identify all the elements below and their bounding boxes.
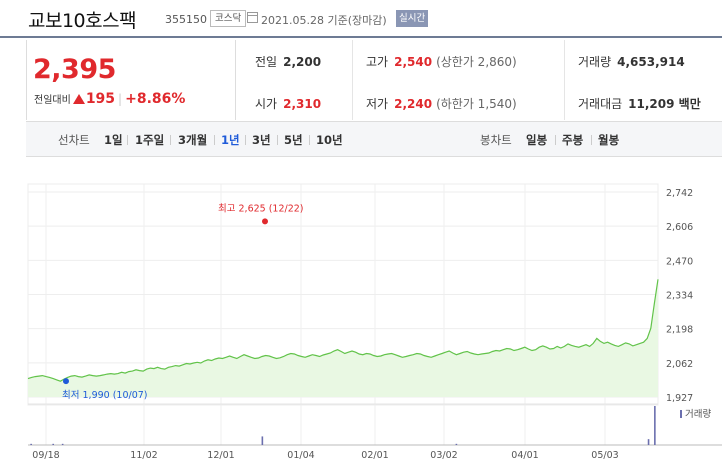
- price-change: 전일대비 195 | +8.86%: [34, 91, 185, 107]
- tab-weekly[interactable]: 주봉: [562, 133, 584, 147]
- high-label: 최고 2,625 (12/22): [218, 203, 304, 214]
- tab-5y[interactable]: 5년: [284, 133, 303, 147]
- diff-label: 전일대비: [34, 95, 71, 106]
- y-tick-label: 2,742: [666, 188, 693, 199]
- diff-value: 195: [85, 91, 116, 107]
- x-tick-label: 03/02: [430, 450, 457, 461]
- current-price: 2,395: [33, 54, 116, 85]
- price-line: [27, 279, 659, 382]
- divider: |: [118, 92, 123, 106]
- stock-code: 355150: [165, 13, 207, 26]
- stat-volume: 거래량 4,653,914: [578, 53, 685, 70]
- x-tick-label: 02/01: [361, 450, 388, 461]
- realtime-button[interactable]: 실시간: [396, 10, 429, 27]
- tab-daily[interactable]: 일봉: [526, 133, 548, 147]
- stat-value: 2,240: [394, 97, 433, 111]
- calendar-icon: [247, 12, 258, 23]
- stat-sub: (하한가 1,540): [436, 97, 517, 111]
- base-date: 2021.05.28 기준(장마감): [261, 14, 387, 27]
- stat-sub: (상한가 2,860): [436, 55, 517, 69]
- tab-1d[interactable]: 1일: [104, 133, 123, 147]
- divider: [591, 135, 592, 145]
- tab-1w[interactable]: 1주일: [135, 133, 165, 147]
- stat-value: 4,653,914: [617, 55, 685, 69]
- volume-legend-swatch: [680, 410, 682, 418]
- chart-tabs: 선차트 1일 1주일 3개월 1년 3년 5년 10년 봉차트 일봉 주봉 월봉: [26, 121, 722, 157]
- divider: [564, 40, 565, 120]
- volume-legend-label: 거래량: [685, 408, 711, 420]
- stat-prev-close: 전일 2,200: [255, 53, 321, 70]
- divider: [277, 135, 278, 145]
- stat-label: 전일: [255, 55, 278, 69]
- stat-label: 거래량: [578, 55, 612, 69]
- tab-3y[interactable]: 3년: [252, 133, 271, 147]
- x-tick-label: 11/02: [130, 450, 157, 461]
- stock-name: 교보10호스팩: [28, 10, 137, 32]
- divider: [127, 135, 128, 145]
- tab-monthly[interactable]: 월봉: [598, 133, 620, 147]
- price-box: 2,395 전일대비 195 | +8.86%: [26, 40, 235, 120]
- stats-panel: 전일 2,200 고가 2,540 (상한가 2,860) 거래량 4,653,914 …: [235, 40, 722, 120]
- y-tick-label: 2,334: [666, 291, 693, 302]
- x-tick-label: 04/01: [511, 450, 538, 461]
- stat-value: 2,310: [283, 97, 322, 111]
- volume-bar: [455, 443, 458, 445]
- tab-3m[interactable]: 3개월: [178, 133, 208, 147]
- volume-bar: [52, 443, 54, 445]
- price-chart[interactable]: 2,742 2,606 2,470 2,334 2,198 2,062 1,927 09/18…: [0, 158, 722, 474]
- stock-header: 교보10호스팩 355150 코스닥 2021.05.28 기준(장마감) 실시…: [0, 0, 722, 38]
- y-tick-label: 2,470: [666, 256, 693, 267]
- high-marker: [262, 218, 268, 225]
- y-tick-label: 2,062: [666, 359, 693, 370]
- stat-value: 11,209 백만: [628, 97, 701, 111]
- x-tick-label: 05/03: [591, 450, 618, 461]
- volume-bar: [647, 439, 650, 445]
- divider: [352, 40, 353, 120]
- volume-bar: [261, 436, 264, 445]
- stat-high: 고가 2,540 (상한가 2,860): [366, 53, 517, 70]
- y-tick-label: 2,198: [666, 325, 693, 336]
- volume-bar: [30, 443, 32, 445]
- divider: [309, 135, 310, 145]
- stat-label: 고가: [366, 55, 389, 69]
- stat-value: 2,540: [394, 55, 433, 69]
- divider: [555, 135, 556, 145]
- volume-bar: [61, 443, 64, 445]
- divider: [170, 135, 171, 145]
- line-chart-label: 선차트: [58, 133, 90, 147]
- x-tick-label: 09/18: [32, 450, 59, 461]
- change-rate: +8.86%: [125, 91, 186, 107]
- stat-value: 2,200: [283, 55, 322, 69]
- tab-1y[interactable]: 1년: [221, 133, 240, 147]
- low-marker: [63, 378, 69, 385]
- divider: [214, 135, 215, 145]
- stat-amount: 거래대금 11,209 백만: [578, 95, 701, 112]
- stat-low: 저가 2,240 (하한가 1,540): [366, 95, 517, 112]
- x-tick-label: 01/04: [287, 450, 314, 461]
- y-tick-label: 1,927: [666, 393, 693, 404]
- chart-svg: 2,742 2,606 2,470 2,334 2,198 2,062 1,927 09/18…: [27, 183, 722, 461]
- stat-label: 저가: [366, 97, 389, 111]
- candle-chart-label: 봉차트: [480, 133, 512, 147]
- tab-10y[interactable]: 10년: [316, 133, 343, 147]
- market-badge: 코스닥: [210, 10, 247, 27]
- up-triangle-icon: [72, 94, 85, 104]
- stat-label: 거래대금: [578, 97, 623, 111]
- y-tick-label: 2,606: [666, 222, 693, 233]
- price-area: [28, 279, 658, 397]
- stat-open: 시가 2,310: [255, 95, 321, 112]
- stat-label: 시가: [255, 97, 278, 111]
- x-tick-label: 12/01: [207, 450, 234, 461]
- divider: [245, 135, 246, 145]
- low-label: 최저 1,990 (10/07): [62, 390, 148, 401]
- volume-bar: [654, 406, 656, 445]
